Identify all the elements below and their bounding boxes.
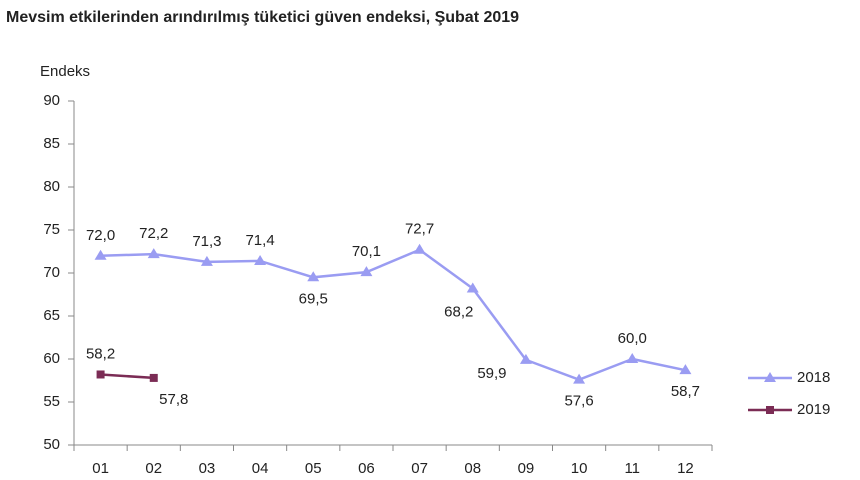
y-tick-label: 65 xyxy=(43,307,60,324)
x-tick-label: 02 xyxy=(145,460,162,477)
x-tick-label: 06 xyxy=(358,460,375,477)
marker xyxy=(200,255,213,266)
marker xyxy=(254,254,267,265)
x-tick-label: 09 xyxy=(518,460,535,477)
marker xyxy=(573,373,586,384)
marker xyxy=(94,249,107,260)
marker xyxy=(149,373,158,382)
data-label: 69,5 xyxy=(299,290,328,307)
data-label: 70,1 xyxy=(352,243,381,260)
y-tick-label: 90 xyxy=(43,92,60,109)
y-tick-label: 80 xyxy=(43,178,60,195)
data-label: 71,3 xyxy=(192,233,221,250)
y-axis-label: Endeks xyxy=(40,63,90,80)
legend-label: 2018 xyxy=(797,369,830,386)
x-tick-label: 04 xyxy=(252,460,269,477)
data-label: 68,2 xyxy=(444,303,473,320)
marker xyxy=(466,282,479,293)
x-tick-label: 05 xyxy=(305,460,322,477)
y-tick-label: 75 xyxy=(43,221,60,238)
series-line xyxy=(100,373,154,380)
x-tick-label: 07 xyxy=(411,460,428,477)
data-label: 60,0 xyxy=(618,330,647,347)
data-label: 57,6 xyxy=(564,393,593,410)
legend-marker xyxy=(766,406,774,414)
data-label: 58,2 xyxy=(86,345,115,362)
data-label: 72,2 xyxy=(139,225,168,242)
data-label: 58,7 xyxy=(671,383,700,400)
marker xyxy=(147,248,160,259)
legend-label: 2019 xyxy=(797,401,830,418)
x-tick-label: 11 xyxy=(624,460,640,477)
x-tick-label: 03 xyxy=(199,460,216,477)
x-tick-label: 08 xyxy=(464,460,481,477)
chart-title: Mevsim etkilerinden arındırılmış tüketic… xyxy=(6,9,519,26)
data-label: 72,0 xyxy=(86,227,115,244)
marker xyxy=(679,364,692,375)
marker xyxy=(519,353,532,364)
data-label: 72,7 xyxy=(405,221,434,238)
y-tick-label: 50 xyxy=(43,436,60,453)
data-label: 71,4 xyxy=(245,232,274,249)
y-tick-label: 85 xyxy=(43,135,60,152)
x-tick-label: 12 xyxy=(677,460,694,477)
legend-marker xyxy=(764,372,776,382)
marker xyxy=(360,266,373,277)
marker xyxy=(307,271,320,282)
marker xyxy=(96,370,105,379)
data-label: 59,9 xyxy=(477,365,506,382)
marker xyxy=(626,353,639,363)
y-tick-label: 60 xyxy=(43,350,60,367)
y-tick-label: 70 xyxy=(43,264,60,281)
series-line xyxy=(100,248,686,381)
x-tick-label: 10 xyxy=(571,460,588,477)
y-tick-label: 55 xyxy=(43,393,60,410)
x-tick-label: 01 xyxy=(92,460,109,477)
data-label: 57,8 xyxy=(159,391,188,408)
marker xyxy=(413,243,426,254)
